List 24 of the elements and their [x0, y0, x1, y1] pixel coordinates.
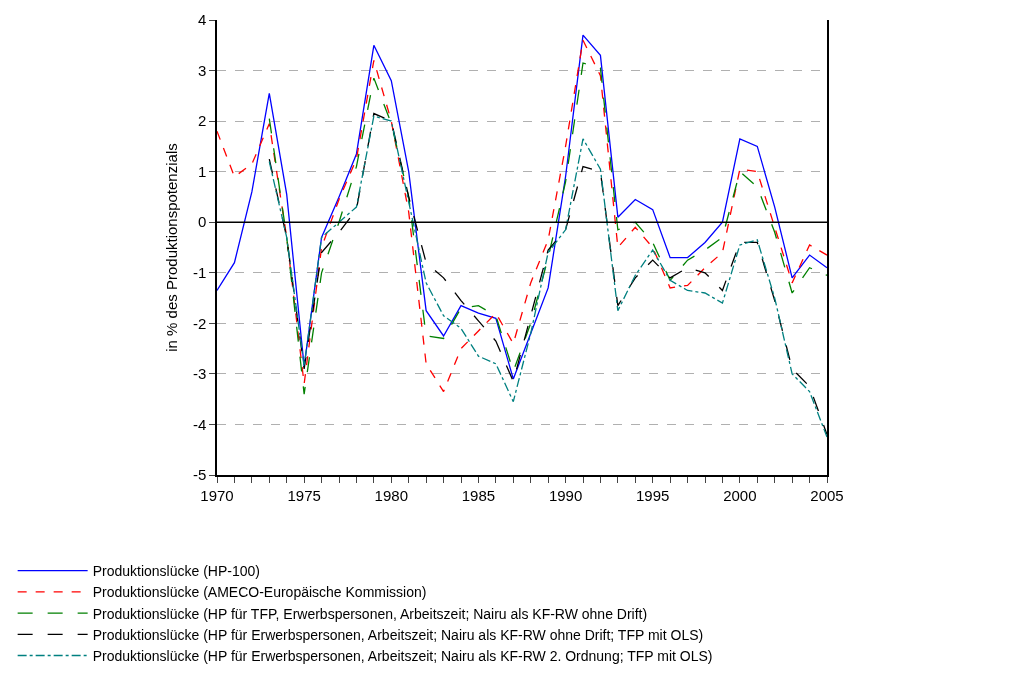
y-tick-label: 4: [197, 11, 207, 29]
y-tick-label: -1: [192, 264, 207, 282]
x-tick-label: 1975: [287, 486, 321, 504]
y-axis-title: in % des Produktionspotenzials: [162, 143, 180, 352]
y-tick-label: -3: [192, 365, 207, 383]
y-tick-label: -5: [192, 466, 207, 484]
legend-label: Produktionslücke (HP für TFP, Erwerbspersonen, Arbeitszeit; Nairu als KF-RW ohne Drift): [92, 605, 648, 622]
y-tick-label: 1: [197, 162, 207, 180]
legend-label: Produktionslücke (HP für Erwerbspersonen, Arbeitszeit; Nairu als KF-RW ohne Drift; TFP mit OLS): [92, 626, 704, 643]
y-tick-label: 3: [197, 61, 207, 79]
legend-label: Produktionslücke (AMECO-Europäische Kommission): [92, 584, 427, 601]
legend-label: Produktionslücke (HP für Erwerbspersonen, Arbeitszeit; Nairu als KF-RW 2. Ordnung; TFP mit OLS): [92, 647, 713, 664]
x-tick-label: 1970: [200, 486, 234, 504]
x-tick-label: 1995: [636, 486, 670, 504]
x-tick-label: 2000: [723, 486, 757, 504]
x-tick-label: 1980: [374, 486, 408, 504]
y-tick-label: 0: [197, 213, 207, 231]
legend-label: Produktionslücke (HP-100): [92, 563, 260, 580]
y-tick-label: -2: [192, 314, 207, 332]
x-tick-label: 1990: [548, 486, 583, 504]
x-tick-label: 1985: [461, 486, 496, 504]
x-tick-label: 2005: [810, 486, 844, 504]
y-tick-label: 2: [197, 112, 207, 130]
y-tick-label: -4: [192, 415, 207, 433]
